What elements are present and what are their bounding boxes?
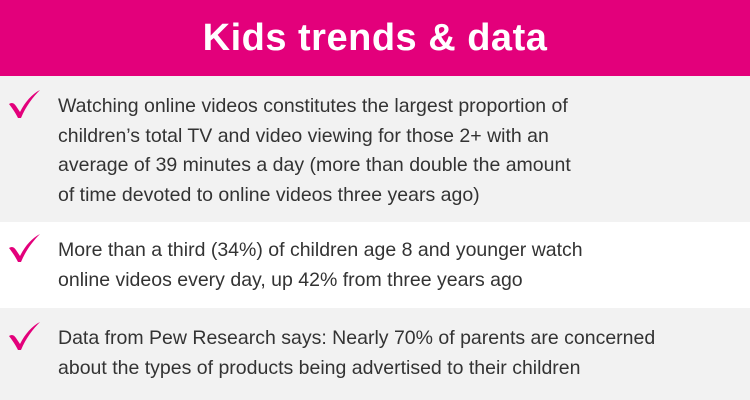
item-text: online videos every day, up 42% from thr… bbox=[58, 268, 523, 291]
checkmark bbox=[9, 90, 40, 118]
item-text: More than a third (34%) of children age … bbox=[58, 239, 583, 261]
item-text: about the types of products being advert… bbox=[58, 356, 581, 379]
item-text: children’s total TV and video viewing fo… bbox=[58, 124, 549, 147]
trend-item: More than a third (34%) of children age … bbox=[0, 222, 750, 308]
trend-list: Watching online videos constitutes the l… bbox=[0, 76, 750, 400]
item-text: of time devoted to online videos three y… bbox=[58, 183, 480, 206]
title: Kids trends & data bbox=[202, 16, 548, 59]
checkmark bbox=[9, 234, 40, 262]
trend-item: Watching online videos constitutes the l… bbox=[0, 76, 750, 222]
item-text: average of 39 minutes a day (more than d… bbox=[58, 154, 571, 176]
item-text: Data from Pew Research says: Nearly 70% … bbox=[58, 327, 656, 349]
checkmark bbox=[9, 322, 40, 350]
trend-item: Data from Pew Research says: Nearly 70% … bbox=[0, 308, 750, 400]
item-text: Watching online videos constitutes the l… bbox=[58, 95, 568, 117]
header: Kids trends & data bbox=[0, 0, 750, 76]
